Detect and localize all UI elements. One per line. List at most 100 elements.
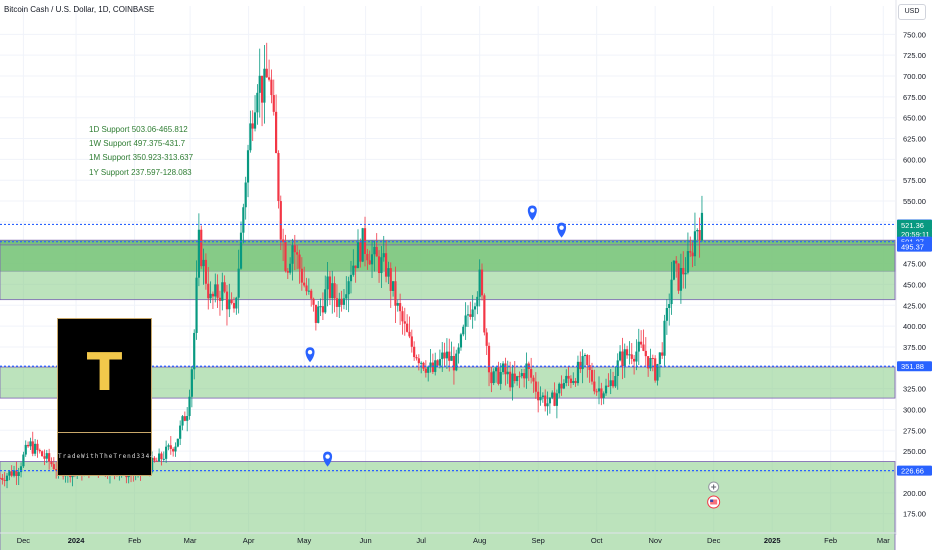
candle-body [445,351,449,359]
candle-body [340,298,343,305]
price-label-bg [897,228,932,239]
candle-body [36,443,39,450]
candle-body [469,314,472,317]
candle-body [12,470,16,476]
candle-body [523,373,526,379]
candle-body [289,263,292,273]
candle-body [448,351,451,361]
candle-body [150,457,154,472]
candle-body [403,321,406,324]
x-tick-label: Jul [416,536,426,545]
candle-body [244,182,247,208]
candle-body [457,347,460,354]
candle-body [186,415,189,421]
candle-body [328,276,332,299]
candle-body [394,281,397,306]
candle-body [15,470,18,477]
candle-body [333,283,336,299]
candle-body [663,320,666,356]
candle-body [417,358,420,364]
chart-title: Bitcoin Cash / U.S. Dollar, 1D, COINBASE [4,5,155,14]
pin-shape [557,222,567,238]
candle-body [562,383,566,389]
candle-body [595,391,598,393]
location-pin-icon [323,451,333,467]
candle-body [551,392,554,398]
candle-body [303,282,306,286]
candle-body [537,391,540,401]
pin-dot [307,350,313,355]
candle-body [665,307,668,321]
y-tick-label: 175.00 [903,510,926,519]
candle-body [455,353,458,371]
candle-body [354,265,357,269]
candle-body [689,251,692,253]
y-tick-label: 400.00 [903,322,926,331]
candle-body [698,230,701,241]
candle-body [296,252,299,255]
candle-body [291,245,294,264]
candle-body [319,306,322,308]
candle-body [679,267,683,291]
y-tick-label: 475.00 [903,260,926,269]
price-label-bg [897,241,932,252]
candle-body [202,259,205,267]
candle-body [675,260,678,264]
candle-body [567,375,570,379]
candle-body [464,315,467,327]
price-label-bg [897,219,932,230]
candle-body [41,451,44,457]
pin-dot [559,225,564,230]
candle-body [19,466,23,473]
candle-body [558,383,561,394]
support-note-1d: 1D Support 503.06-465.812 [89,125,188,134]
candle-body [249,123,252,151]
candle-body [532,377,535,382]
flag-canton [710,499,714,502]
candle-body [625,349,629,356]
candle-body [544,395,547,407]
candle-body [413,346,416,358]
x-tick-label: Nov [648,536,662,545]
candle-body [637,341,640,352]
candle-body [574,380,577,384]
price-label: 521.36 [901,221,924,230]
candle-body [583,355,587,357]
candle-body [22,454,25,467]
candle-body [609,380,612,386]
candle-body [1,477,4,480]
candle-body [239,232,243,269]
candle-body [565,375,568,384]
candle-body [223,282,226,292]
y-tick-label: 625.00 [903,135,926,144]
candle-body [621,351,624,367]
y-tick-label: 575.00 [903,176,926,185]
candle-body [429,362,432,367]
candle-body [211,293,215,297]
candle-body [361,228,364,262]
location-pin-icon [557,222,567,238]
x-tick-label: May [297,536,311,545]
support-zone [0,461,896,550]
candle-body [345,294,348,299]
candle-body [172,448,175,452]
candle-body [300,268,303,283]
candle-body [256,92,259,113]
candle-body [275,111,278,154]
currency-button[interactable]: USD [898,4,926,20]
candle-body [693,231,697,257]
candle-body [270,79,273,96]
candle-body [31,441,34,454]
candle-body [654,358,657,381]
y-tick-label: 675.00 [903,93,926,102]
candle-body [661,352,664,356]
candle-body [258,75,261,93]
candle-body [356,242,360,269]
pin-shape [527,205,537,221]
candle-body [682,267,685,275]
candle-body [604,385,608,394]
candle-body [190,369,193,397]
candle-body [246,150,250,183]
candle-body [342,298,346,305]
